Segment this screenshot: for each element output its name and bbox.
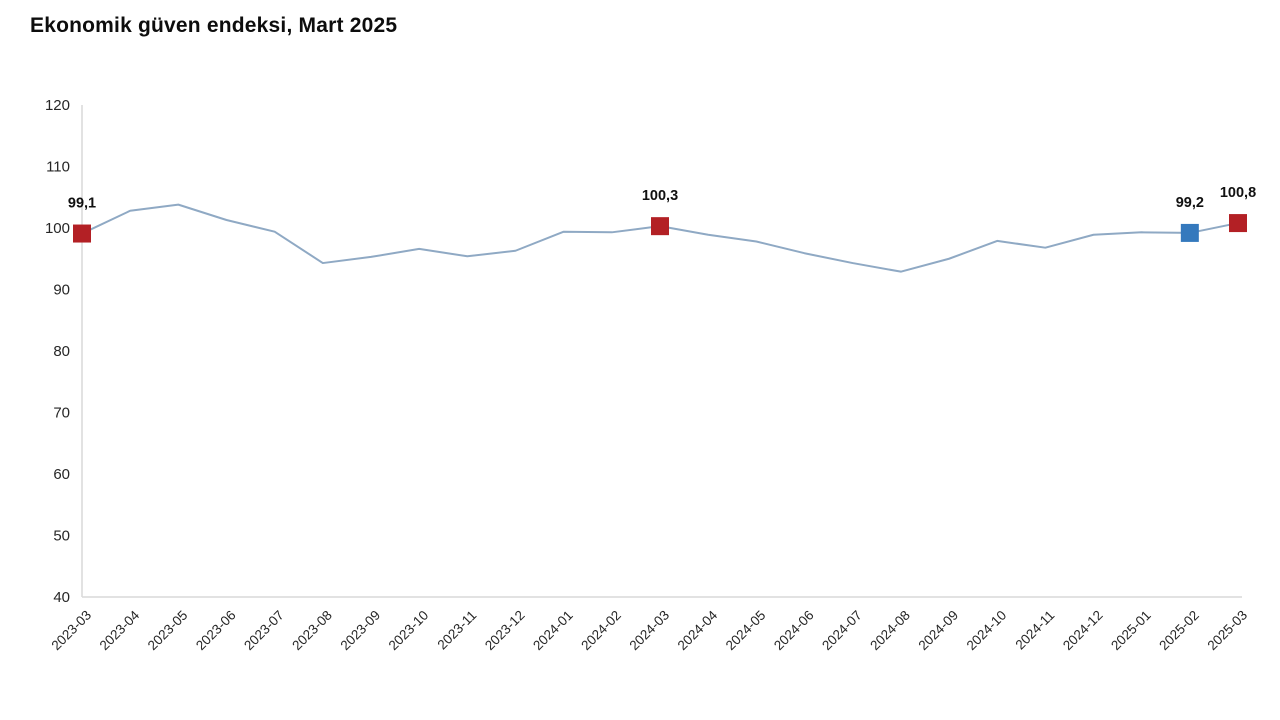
data-point-marker <box>1180 223 1199 242</box>
y-tick-label: 40 <box>53 589 70 606</box>
y-tick-label: 50 <box>53 528 70 545</box>
y-tick-label: 90 <box>53 282 70 299</box>
x-tick-label: 2023-12 <box>482 608 528 654</box>
x-tick-label: 2023-04 <box>97 607 143 653</box>
x-tick-label: 2024-09 <box>915 608 961 654</box>
x-tick-label: 2023-07 <box>241 608 287 654</box>
x-tick-label: 2025-01 <box>1108 608 1154 654</box>
x-tick-label: 2023-08 <box>289 608 335 654</box>
x-tick-label: 2024-11 <box>1013 608 1058 653</box>
data-point-label: 100,8 <box>1220 185 1256 201</box>
x-tick-label: 2024-12 <box>1060 608 1106 654</box>
x-tick-label: 2023-06 <box>193 608 239 654</box>
data-point-label: 100,3 <box>642 188 678 204</box>
x-tick-label: 2025-02 <box>1156 608 1202 654</box>
x-tick-label: 2024-08 <box>867 608 913 654</box>
series-line <box>81 203 1239 273</box>
x-tick-label: 2024-04 <box>675 607 721 653</box>
x-tick-label: 2025-03 <box>1204 608 1250 654</box>
x-tick-label: 2023-03 <box>48 608 94 654</box>
x-tick-label: 2023-09 <box>337 608 383 654</box>
x-tick-label: 2024-07 <box>819 608 865 654</box>
data-point-marker <box>73 224 91 243</box>
y-tick-label: 60 <box>53 466 70 483</box>
data-point-label: 99,2 <box>1176 195 1204 211</box>
x-tick-label: 2023-10 <box>386 608 432 654</box>
x-tick-label: 2024-05 <box>723 608 769 654</box>
y-tick-label: 80 <box>53 343 70 360</box>
y-tick-label: 110 <box>46 159 70 176</box>
y-tick-label: 100 <box>45 220 70 237</box>
x-tick-label: 2023-05 <box>145 608 191 654</box>
x-tick-label: 2024-10 <box>964 608 1010 654</box>
y-tick-label: 120 <box>45 97 70 114</box>
data-point-label: 99,1 <box>68 196 96 212</box>
x-tick-label: 2024-02 <box>578 608 624 654</box>
x-tick-label: 2024-01 <box>530 608 576 654</box>
y-tick-label: 70 <box>53 405 70 422</box>
data-point-marker <box>1229 214 1247 233</box>
chart-title: Ekonomik güven endeksi, Mart 2025 <box>30 14 398 37</box>
x-tick-label: 2024-03 <box>626 608 672 654</box>
x-tick-label: 2023-11 <box>435 608 480 653</box>
x-tick-label: 2024-06 <box>771 608 817 654</box>
data-point-marker <box>651 217 669 236</box>
